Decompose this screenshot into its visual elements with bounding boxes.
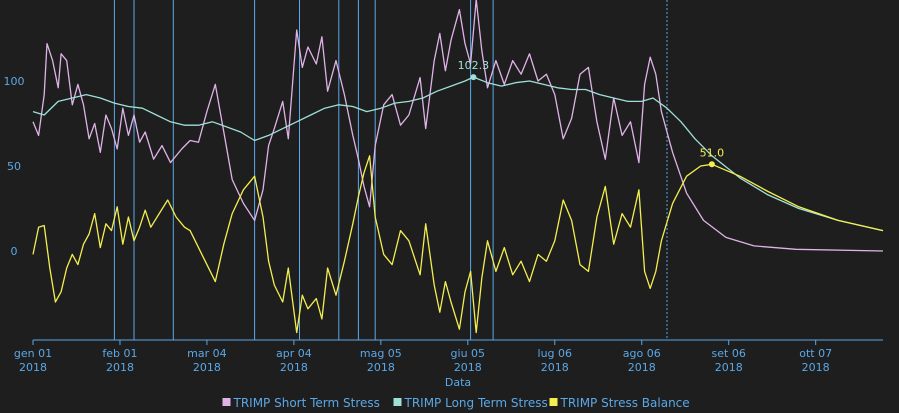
legend-swatch [222, 398, 231, 406]
x-tick-label: lug 06 [538, 347, 573, 360]
legend-item[interactable]: TRIMP Short Term Stress [222, 396, 380, 410]
y-tick-label: 0 [11, 245, 18, 258]
x-tick-year: 2018 [367, 361, 395, 374]
x-tick-year: 2018 [802, 361, 830, 374]
x-tick-label: mar 04 [187, 347, 226, 360]
legend-item[interactable]: TRIMP Stress Balance [549, 396, 690, 410]
annotations: 102.3 51.0 [458, 59, 725, 168]
x-tick-year: 2018 [106, 361, 134, 374]
x-tick-year: 2018 [628, 361, 656, 374]
x-tick-year: 2018 [715, 361, 743, 374]
legend-label: TRIMP Stress Balance [560, 396, 690, 410]
series-line-2[interactable] [32, 155, 884, 334]
x-tick-label: set 06 [712, 347, 746, 360]
x-tick-year: 2018 [280, 361, 308, 374]
x-tick-label: feb 01 [102, 347, 137, 360]
y-tick-label: 50 [7, 160, 21, 173]
series-line-1[interactable] [32, 76, 884, 232]
x-tick-label: ott 07 [799, 347, 832, 360]
x-tick-label: giu 05 [451, 347, 486, 360]
annotation-marker[interactable] [470, 74, 477, 81]
series-group [32, 0, 884, 334]
series-line-0[interactable] [32, 0, 884, 252]
x-tick-label: ago 06 [623, 347, 661, 360]
x-tick-label: apr 04 [276, 347, 312, 360]
legend-swatch [549, 398, 558, 406]
legend-label: TRIMP Short Term Stress [233, 396, 380, 410]
x-tick-label: gen 01 [14, 347, 52, 360]
x-tick-year: 2018 [454, 361, 482, 374]
legend-label: TRIMP Long Term Stress [404, 396, 548, 410]
legend[interactable]: TRIMP Short Term Stress TRIMP Long Term S… [222, 396, 690, 410]
x-tick-year: 2018 [541, 361, 569, 374]
x-axis-title: Data [445, 376, 471, 389]
legend-swatch [393, 398, 402, 406]
x-tick-label: mag 05 [360, 347, 402, 360]
x-tick-year: 2018 [193, 361, 221, 374]
y-axis: 0 50 100 [4, 75, 25, 258]
annotation-label: 51.0 [700, 146, 725, 159]
x-tick-year: 2018 [19, 361, 47, 374]
legend-item[interactable]: TRIMP Long Term Stress [393, 396, 548, 410]
annotation-label: 102.3 [458, 59, 490, 72]
y-tick-label: 100 [4, 75, 25, 88]
annotation-marker[interactable] [708, 161, 715, 168]
